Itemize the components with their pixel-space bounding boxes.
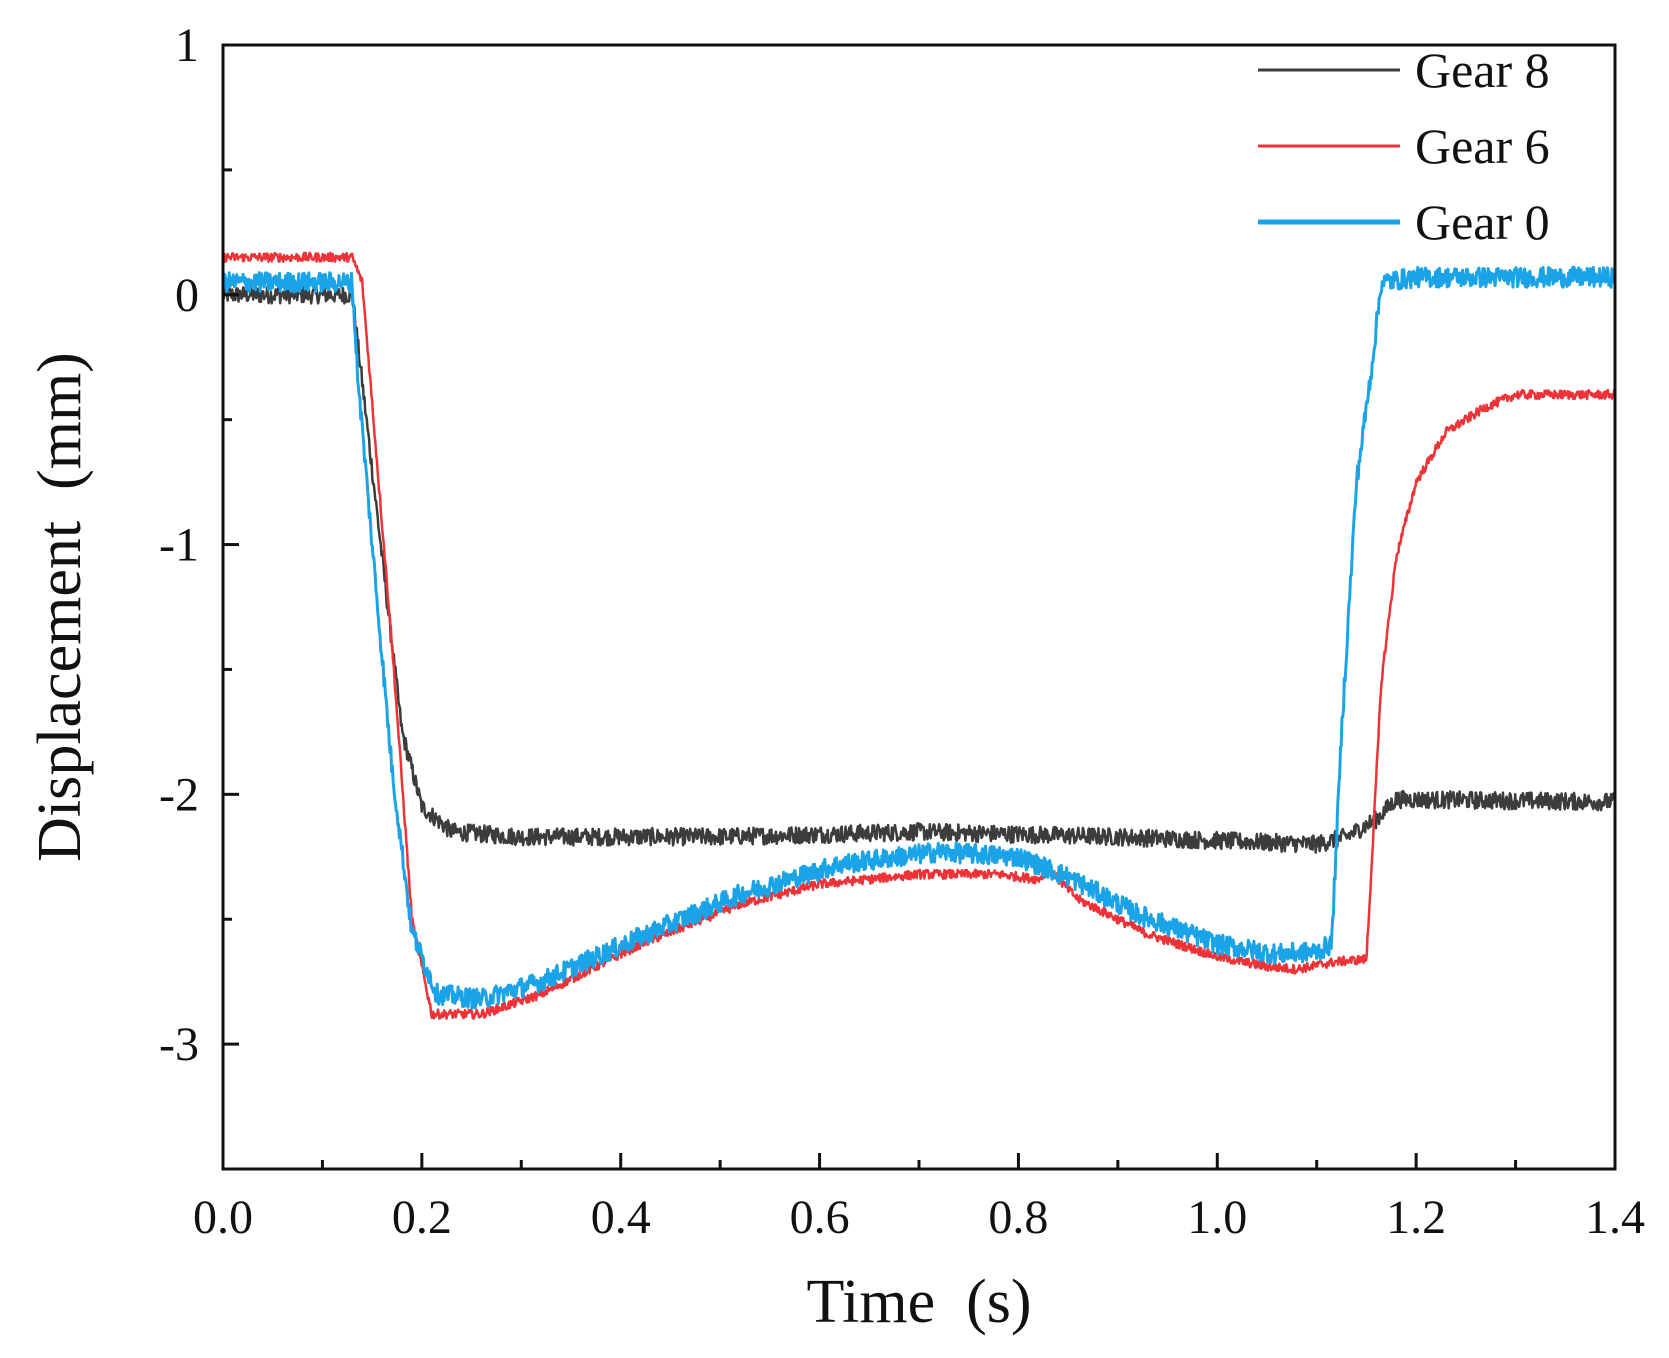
x-tick-label: 0.0 xyxy=(193,1191,253,1244)
x-tick-label: 0.6 xyxy=(790,1191,850,1244)
y-tick-label: 1 xyxy=(175,19,199,72)
plot-frame xyxy=(221,43,1617,1171)
x-tick-label: 0.4 xyxy=(591,1191,651,1244)
x-tick-label: 1.4 xyxy=(1585,1191,1645,1244)
axis-ticks: 0.0 0.2 0.4 0.6 0.8 1.0 1.2 1.4 1 0 -1 -2 -3 xyxy=(159,19,1645,1244)
series-line-gear-6 xyxy=(223,251,1615,1020)
x-axis-title: Time (s) xyxy=(806,1268,1031,1336)
legend-label: Gear 6 xyxy=(1415,118,1550,174)
legend: Gear 8 Gear 6 Gear 0 xyxy=(1258,42,1550,250)
y-tick-label: -1 xyxy=(159,519,199,572)
y-tick-label: 0 xyxy=(175,269,199,322)
legend-label: Gear 0 xyxy=(1415,194,1550,250)
x-tick-label: 0.8 xyxy=(988,1191,1048,1244)
y-tick-label: -3 xyxy=(159,1018,199,1071)
series-layer xyxy=(223,251,1615,1020)
x-tick-label: 1.2 xyxy=(1386,1191,1446,1244)
x-tick-label: 1.0 xyxy=(1187,1191,1247,1244)
series-line-gear-0 xyxy=(223,265,1615,1010)
y-axis-title: Displacement (mm) xyxy=(26,352,94,862)
legend-label: Gear 8 xyxy=(1415,42,1550,98)
y-tick-label: -2 xyxy=(159,768,199,821)
x-tick-label: 0.2 xyxy=(392,1191,452,1244)
series-line-gear-8 xyxy=(223,284,1615,854)
